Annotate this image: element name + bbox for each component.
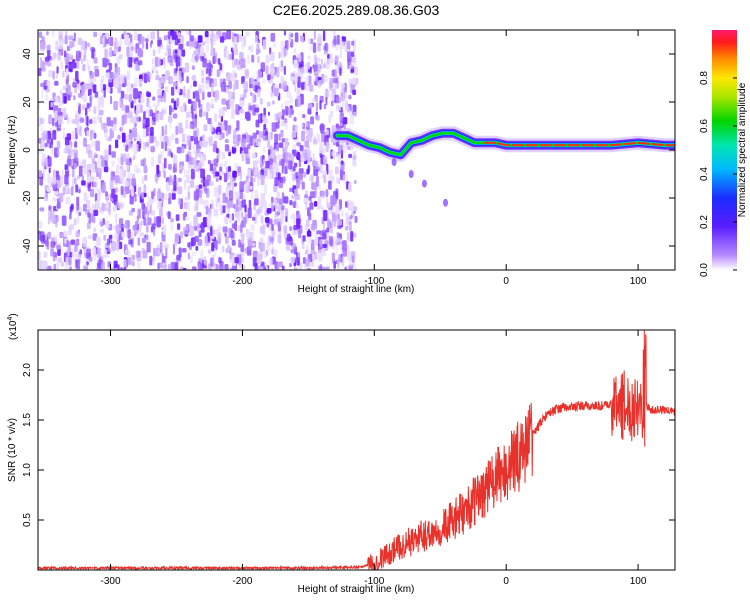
snr-xtick-label: -200: [232, 576, 252, 587]
snr-ytick-label: 2.0: [22, 363, 33, 377]
snr-panel: -300 -200 -100 0 100 0.5 1.0 1.5 2.0 Height of s…: [7, 313, 676, 595]
snr-xtick-label: 0: [503, 576, 509, 587]
snr-frame: [37, 329, 676, 571]
spectrogram-ytick-label: 40: [22, 48, 33, 60]
snr-ytick-label: 0.5: [22, 513, 33, 527]
figure-title: C2E6.2025.289.08.36.G03: [273, 2, 440, 18]
spectrogram-ytick-label: 20: [22, 96, 33, 108]
snr-scale-prefix: (x10: [8, 320, 19, 340]
spectrogram-ytick-label: -40: [22, 238, 33, 253]
snr-xlabel: Height of straight line (km): [298, 584, 415, 595]
colorbar-gradient: [712, 30, 737, 270]
colorbar-tick-label: 0.2: [699, 215, 710, 229]
spectrogram-xlabel: Height of straight line (km): [298, 284, 415, 295]
snr-ytick-label: 1.5: [22, 413, 33, 427]
colorbar-tick-label: 0.4: [699, 167, 710, 181]
spectrogram-xtick-label: 0: [503, 276, 509, 287]
snr-xtick-label: -100: [364, 576, 384, 587]
snr-xtick-label: 100: [630, 576, 647, 587]
colorbar-tick-label: 0.0: [699, 263, 710, 277]
snr-scale-exponent: 4: [7, 317, 14, 321]
snr-axes: -300 -200 -100 0 100 0.5 1.0 1.5 2.0: [22, 330, 675, 587]
svg-text:(x104): (x104): [7, 313, 19, 340]
spectrogram-plot-area: [38, 30, 675, 270]
spectrogram-xtick-label: -100: [364, 276, 384, 287]
snr-scale-suffix: ): [8, 313, 19, 316]
spectrogram-xtick-label: -200: [232, 276, 252, 287]
snr-series-line: [38, 330, 675, 570]
spectrogram-xtick-label: -300: [101, 276, 121, 287]
snr-ylabel: SNR (10 * v/v): [7, 418, 18, 482]
spectrogram-ylabel: Frequency (Hz): [7, 116, 18, 185]
snr-xtick-label: -300: [101, 576, 121, 587]
spectrogram-ytick-label: 0: [22, 147, 33, 153]
colorbar-ticks: 0.0 0.2 0.4 0.6 0.8: [699, 71, 737, 277]
colorbar-tick-label: 0.8: [699, 71, 710, 85]
colorbar-label: Normalized spectral amplitude: [737, 82, 748, 217]
colorbar-tick-label: 0.6: [699, 119, 710, 133]
spectrogram-signal: [330, 126, 675, 207]
colorbar: 0.0 0.2 0.4 0.6 0.8 Normalized spectral ampl…: [699, 30, 748, 277]
spectrogram-panel: -300 -200 -100 0 100 40 20 0 -20 -40 Height of st…: [7, 29, 676, 295]
snr-ytick-label: 1.0: [22, 463, 33, 477]
spectrogram-noise: [38, 30, 359, 270]
spectrogram-ytick-label: -20: [22, 190, 33, 205]
snr-plot-area: [38, 330, 675, 570]
spectrogram-xtick-label: 100: [630, 276, 647, 287]
snr-scale-label: (x104): [7, 313, 19, 340]
spectrogram-axes: -300 -200 -100 0 100 40 20 0 -20 -40: [22, 30, 675, 287]
